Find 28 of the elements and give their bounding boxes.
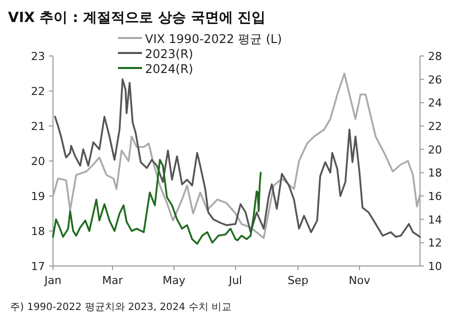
x-tick-label: Nov bbox=[348, 274, 371, 287]
y-tick-label: 19 bbox=[31, 190, 45, 203]
text: 주) 1990-2022 평균치와 2023, 2024 수치 비교 bbox=[10, 302, 232, 313]
x-tick-label: May bbox=[162, 274, 186, 287]
y2-tick-label: 26 bbox=[428, 73, 442, 86]
chart-title: VIX 추이 : 계절적으로 상승 국면에 진입 bbox=[8, 10, 266, 26]
x-tick-label: Jan bbox=[44, 274, 62, 287]
x-tick-label: Sep bbox=[288, 274, 308, 287]
x-tick-label: Mar bbox=[102, 274, 124, 287]
y2-tick-label: 18 bbox=[428, 166, 442, 180]
y-tick-label: 23 bbox=[31, 50, 45, 63]
y-tick-label: 17 bbox=[31, 260, 45, 273]
y2-tick-label: 22 bbox=[428, 120, 442, 133]
legend-label: 2023(R) bbox=[145, 47, 194, 61]
y2-tick-label: 28 bbox=[428, 50, 442, 63]
y2-tick-label: 10 bbox=[428, 260, 442, 273]
x-tick-label: Jul bbox=[228, 274, 242, 287]
y-tick-label: 21 bbox=[31, 120, 45, 133]
y-tick-label: 18 bbox=[31, 225, 45, 238]
y-tick-label: 20 bbox=[31, 155, 45, 168]
y2-tick-label: 14 bbox=[428, 213, 442, 226]
legend-label: 2024(R) bbox=[145, 62, 194, 76]
y2-tick-label: 16 bbox=[428, 190, 442, 203]
y-tick-label: 22 bbox=[31, 85, 45, 98]
y2-tick-label: 12 bbox=[428, 236, 442, 250]
y2-tick-label: 24 bbox=[428, 96, 442, 110]
y2-tick-label: 20 bbox=[428, 143, 442, 156]
legend-label: VIX 1990-2022 평균 (L) bbox=[145, 32, 282, 46]
